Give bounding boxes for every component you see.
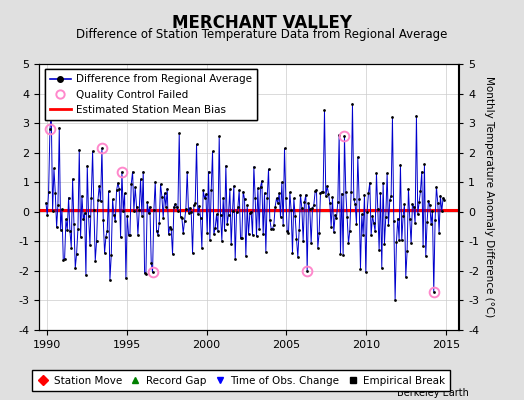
Legend: Station Move, Record Gap, Time of Obs. Change, Empirical Break: Station Move, Record Gap, Time of Obs. C… <box>31 370 451 391</box>
Legend: Difference from Regional Average, Quality Control Failed, Estimated Station Mean: Difference from Regional Average, Qualit… <box>45 69 257 120</box>
Text: Berkeley Earth: Berkeley Earth <box>397 388 469 398</box>
Text: MERCHANT VALLEY: MERCHANT VALLEY <box>172 14 352 32</box>
Text: Difference of Station Temperature Data from Regional Average: Difference of Station Temperature Data f… <box>77 28 447 41</box>
Y-axis label: Monthly Temperature Anomaly Difference (°C): Monthly Temperature Anomaly Difference (… <box>484 76 494 318</box>
